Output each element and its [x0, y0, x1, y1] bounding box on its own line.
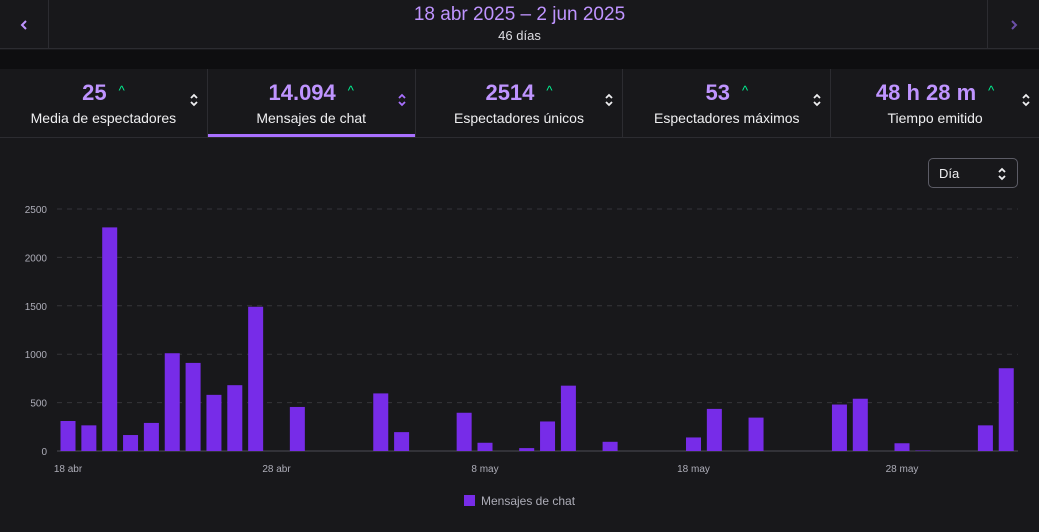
x-axis-ticks: 18 abr 28 abr 8 may 18 may 28 may [54, 464, 919, 475]
y-axis-ticks: 0 500 1000 1500 2000 2500 [25, 205, 48, 458]
sort-icon[interactable] [812, 92, 822, 108]
select-arrows-icon [998, 167, 1006, 181]
trend-up-icon: ^ [988, 83, 995, 98]
stats-tabs: 25 ^ Media de espectadores 14.094 ^ Mensaj… [0, 69, 1039, 138]
x-tick-label: 28 may [886, 464, 919, 475]
y-tick-label: 1500 [25, 302, 48, 313]
stat-tab-unique-viewers[interactable]: 2514 ^ Espectadores únicos [416, 69, 624, 137]
next-period-button[interactable] [987, 0, 1039, 49]
bar-25-abr[interactable] [206, 394, 222, 451]
x-tick-label: 18 may [677, 464, 710, 475]
bar-27-abr[interactable] [248, 306, 264, 451]
bar-7-may[interactable] [456, 412, 472, 451]
bar-29-abr[interactable] [289, 406, 305, 451]
granularity-select-value: Día [939, 166, 960, 181]
chart-bars [60, 227, 1014, 451]
stat-tab-chat-messages[interactable]: 14.094 ^ Mensajes de chat [207, 69, 416, 137]
stat-value: 2514 [485, 80, 535, 105]
x-tick-label: 8 may [471, 464, 498, 475]
stat-value: 25 [82, 80, 107, 105]
bar-8-may[interactable] [477, 442, 493, 451]
bar-21-may[interactable] [748, 417, 764, 451]
date-range-header: 18 abr 2025 – 2 jun 2025 46 días [0, 0, 1039, 49]
bar-23-abr[interactable] [164, 353, 180, 451]
bar-10-may[interactable] [519, 448, 535, 451]
sort-icon[interactable] [397, 92, 407, 108]
stat-value: 14.094 [268, 80, 336, 105]
chart-grid [57, 208, 1018, 452]
trend-up-icon: ^ [118, 83, 125, 98]
stat-value: 48 h 28 m [875, 80, 977, 105]
bar-1-jun[interactable] [977, 425, 993, 451]
bar-11-may[interactable] [540, 421, 556, 451]
stat-label: Espectadores únicos [454, 110, 584, 126]
bar-26-may[interactable] [852, 398, 868, 451]
stat-label: Tiempo emitido [887, 110, 983, 126]
bar-18-may[interactable] [686, 437, 701, 451]
divider-band [0, 50, 1039, 69]
bar-12-may[interactable] [560, 385, 576, 451]
bar-19-abr[interactable] [81, 425, 97, 451]
bar-26-abr[interactable] [227, 385, 243, 451]
bar-14-may[interactable] [602, 441, 618, 451]
trend-up-icon: ^ [741, 83, 749, 98]
sort-icon[interactable] [1021, 92, 1031, 108]
bar-19-may[interactable] [706, 408, 722, 451]
chevron-right-icon [1010, 19, 1017, 30]
bar-24-abr[interactable] [185, 362, 201, 451]
stat-label: Espectadores máximos [654, 110, 800, 126]
stat-tab-max-viewers[interactable]: 53 ^ Espectadores máximos [623, 69, 832, 137]
bar-2-jun[interactable] [998, 368, 1014, 451]
y-tick-label: 2500 [25, 205, 48, 216]
stat-tab-average-viewers[interactable]: 25 ^ Media de espectadores [0, 69, 208, 137]
date-range-label: 18 abr 2025 – 2 jun 2025 [413, 4, 626, 25]
bar-25-may[interactable] [831, 404, 847, 451]
legend-swatch [463, 495, 475, 506]
sort-icon[interactable] [189, 92, 199, 108]
y-tick-label: 500 [30, 399, 47, 410]
bar-28-may[interactable] [894, 443, 910, 451]
legend-label: Mensajes de chat [480, 494, 576, 508]
trend-up-icon: ^ [347, 83, 354, 98]
sort-icon[interactable] [604, 92, 614, 108]
bar-18-abr[interactable] [60, 420, 76, 451]
stat-label: Media de espectadores [30, 110, 177, 126]
stat-label: Mensajes de chat [256, 110, 367, 126]
days-count-label: 46 días [498, 28, 541, 43]
x-tick-label: 28 abr [262, 464, 291, 475]
stat-tab-time-streamed[interactable]: 48 h 28 m ^ Tiempo emitido [831, 69, 1039, 137]
previous-period-button[interactable] [0, 0, 49, 49]
y-tick-label: 1000 [25, 350, 48, 361]
trend-up-icon: ^ [546, 83, 553, 98]
y-tick-label: 2000 [25, 253, 48, 264]
bar-21-abr[interactable] [123, 435, 139, 451]
granularity-select[interactable]: Día [928, 158, 1018, 188]
bar-20-abr[interactable] [102, 227, 118, 451]
x-tick-label: 18 abr [54, 464, 83, 475]
stat-value: 53 [705, 80, 730, 105]
bar-22-abr[interactable] [143, 422, 159, 451]
y-tick-label: 0 [41, 447, 47, 458]
chart-legend[interactable]: Mensajes de chat [0, 494, 1039, 508]
bar-4-may[interactable] [394, 432, 410, 451]
bar-3-may[interactable] [373, 393, 389, 451]
chevron-left-icon [20, 19, 27, 30]
